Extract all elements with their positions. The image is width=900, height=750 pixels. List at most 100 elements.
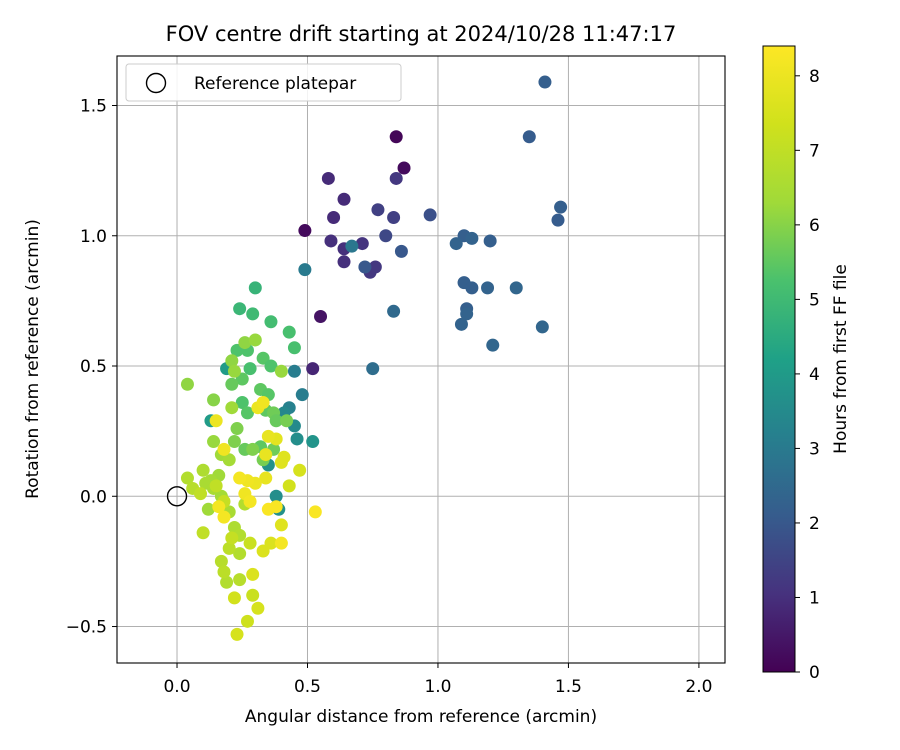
data-point: [246, 442, 260, 456]
data-point: [222, 453, 236, 467]
legend-box: [125, 63, 402, 102]
data-point: [246, 567, 260, 581]
data-point: [368, 260, 382, 274]
data-point: [274, 455, 288, 469]
data-point: [551, 213, 565, 227]
data-point: [243, 494, 257, 508]
data-point: [235, 395, 249, 409]
colorbar-tick-label: 0: [809, 663, 820, 683]
data-point: [423, 208, 437, 222]
data-point: [248, 281, 262, 295]
y-axis-label: Rotation from reference (arcmin): [23, 219, 43, 499]
chart-title: FOV centre drift starting at 2024/10/28 …: [166, 22, 677, 46]
data-point: [321, 171, 335, 185]
data-point: [214, 554, 228, 568]
data-point: [274, 518, 288, 532]
data-point: [465, 281, 479, 295]
legend: Reference platepar: [125, 63, 402, 102]
data-point: [230, 422, 244, 436]
data-point: [207, 393, 221, 407]
data-point: [238, 336, 252, 350]
data-point: [298, 224, 312, 238]
data-point: [282, 325, 296, 339]
colorbar-tick-label: 8: [809, 67, 820, 87]
data-point: [397, 161, 411, 175]
data-point: [209, 479, 223, 493]
x-tick-label: 1.5: [555, 677, 582, 697]
data-point: [227, 435, 241, 449]
data-point: [217, 510, 231, 524]
y-tick-label: 1.0: [80, 227, 107, 247]
data-point: [233, 302, 247, 316]
data-point: [264, 536, 278, 550]
data-point: [538, 75, 552, 89]
data-point: [230, 627, 244, 641]
data-point: [243, 362, 257, 376]
y-tick-label: 0.0: [80, 487, 107, 507]
data-point: [246, 307, 260, 321]
colorbar-ticks: 0 1 2 3 4 5 6 7 8: [795, 67, 820, 683]
data-point: [454, 317, 468, 331]
data-point: [371, 203, 385, 217]
data-point: [222, 541, 236, 555]
grid-lines: [117, 56, 725, 663]
data-point: [246, 588, 260, 602]
data-point: [481, 281, 495, 295]
colorbar-tick-label: 5: [809, 290, 820, 310]
data-point: [345, 239, 359, 253]
data-point: [227, 364, 241, 378]
data-point: [483, 234, 497, 248]
data-point: [366, 362, 380, 376]
data-point: [355, 237, 369, 251]
reference-platepar-marker: [166, 486, 188, 507]
colorbar: 0 1 2 3 4 5 6 7 8 Hours from first FF file: [762, 45, 851, 683]
data-point: [264, 359, 278, 373]
x-tick-label: 1.0: [424, 677, 451, 697]
data-point: [389, 130, 403, 144]
data-point: [212, 500, 226, 514]
data-point: [264, 315, 278, 329]
data-point: [248, 333, 262, 347]
data-point: [554, 200, 568, 214]
x-tick-label: 0.5: [294, 677, 321, 697]
x-tick-label: 2.0: [685, 677, 712, 697]
data-point: [180, 377, 194, 391]
data-point: [209, 414, 223, 428]
data-point: [379, 229, 393, 243]
data-point: [460, 307, 474, 321]
data-point: [282, 479, 296, 493]
data-point: [196, 463, 210, 477]
y-tick-label: −0.5: [66, 618, 107, 638]
data-point: [308, 505, 322, 519]
data-point: [306, 362, 320, 376]
data-point: [314, 310, 328, 324]
legend-reference-marker: [145, 72, 167, 94]
x-axis-ticks: 0.0 0.5 1.0 1.5 2.0: [163, 663, 712, 697]
colorbar-tick-label: 6: [809, 216, 820, 236]
data-point: [290, 432, 304, 446]
data-point: [287, 341, 301, 355]
data-point: [327, 211, 341, 225]
data-point: [225, 531, 239, 545]
y-tick-label: 1.5: [80, 96, 107, 116]
data-point: [240, 614, 254, 628]
data-point: [306, 435, 320, 449]
data-point: [389, 171, 403, 185]
data-point: [535, 320, 549, 334]
data-point: [293, 463, 307, 477]
colorbar-tick-label: 7: [809, 141, 820, 161]
data-point: [233, 547, 247, 561]
data-point: [225, 354, 239, 368]
data-point: [243, 536, 257, 550]
data-point: [259, 471, 273, 485]
data-point: [269, 414, 283, 428]
colorbar-tick-label: 2: [809, 514, 820, 534]
data-point: [251, 601, 265, 615]
data-point: [387, 211, 401, 225]
data-points: [180, 75, 568, 641]
data-point: [196, 526, 210, 540]
data-point: [201, 502, 215, 516]
data-point: [261, 429, 275, 443]
data-point: [486, 338, 500, 352]
